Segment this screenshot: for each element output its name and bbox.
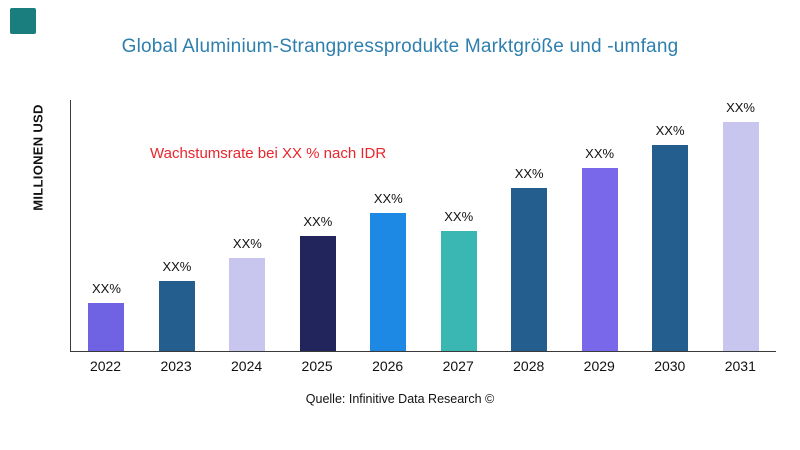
bar-2029 [581, 167, 618, 351]
chart-title: Global Aluminium-Strangpressprodukte Mar… [121, 36, 679, 57]
bar-column-2029: XX% [565, 100, 635, 351]
x-tick-2031: 2031 [724, 358, 756, 374]
bar-column-2030: XX% [635, 100, 705, 351]
x-tick-2026: 2026 [372, 358, 404, 374]
bar-column-2024: XX% [212, 100, 282, 351]
x-tick-2024: 2024 [231, 358, 263, 374]
bar-2023 [158, 280, 195, 351]
bar-2027 [440, 230, 477, 351]
bar-value-label: XX% [303, 213, 333, 229]
bar-value-label: XX% [232, 236, 262, 252]
bar-series: XX% XX% XX% XX% XX% XX% XX% XX% XX% XX% [71, 100, 776, 351]
x-tick-2029: 2029 [583, 358, 615, 374]
bar-column-2028: XX% [494, 100, 564, 351]
bar-value-label: XX% [92, 281, 121, 297]
bar-column-2025: XX% [283, 100, 353, 351]
bar-2026 [370, 212, 407, 351]
growth-rate-annotation: Wachstumsrate bei XX % nach IDR [150, 145, 387, 162]
bar-2031 [722, 122, 759, 351]
y-axis-label: MILLIONEN USD [30, 104, 46, 211]
x-tick-2028: 2028 [513, 358, 545, 374]
bar-2030 [652, 145, 689, 351]
bar-column-2027: XX% [424, 100, 494, 351]
x-tick-2030: 2030 [654, 358, 686, 374]
source-attribution: Quelle: Infinitive Data Research © [305, 392, 495, 406]
plot-area: XX% XX% XX% XX% XX% XX% XX% XX% XX% XX% [70, 100, 776, 352]
x-axis-ticks: 2022 2023 2024 2025 2026 2027 2028 2029 2030 2031 [70, 358, 776, 374]
bar-column-2023: XX% [142, 100, 212, 351]
bar-value-label: XX% [726, 100, 755, 115]
x-tick-2023: 2023 [160, 358, 192, 374]
brand-logo-icon [10, 8, 36, 34]
bar-2028 [511, 187, 548, 351]
bar-2022 [88, 303, 125, 351]
bar-column-2031: XX% [706, 100, 776, 351]
bar-2025 [299, 235, 336, 351]
x-tick-2022: 2022 [89, 358, 122, 374]
bar-2024 [229, 258, 266, 351]
bar-value-label: XX% [514, 165, 544, 181]
bar-column-2022: XX% [71, 100, 141, 351]
x-tick-2027: 2027 [442, 358, 474, 374]
bar-value-label: XX% [162, 258, 192, 274]
bar-column-2026: XX% [353, 100, 423, 351]
bar-value-label: XX% [655, 123, 685, 139]
bar-value-label: XX% [444, 208, 474, 224]
bar-value-label: XX% [585, 145, 615, 161]
bar-value-label: XX% [373, 190, 403, 206]
x-tick-2025: 2025 [301, 358, 333, 374]
